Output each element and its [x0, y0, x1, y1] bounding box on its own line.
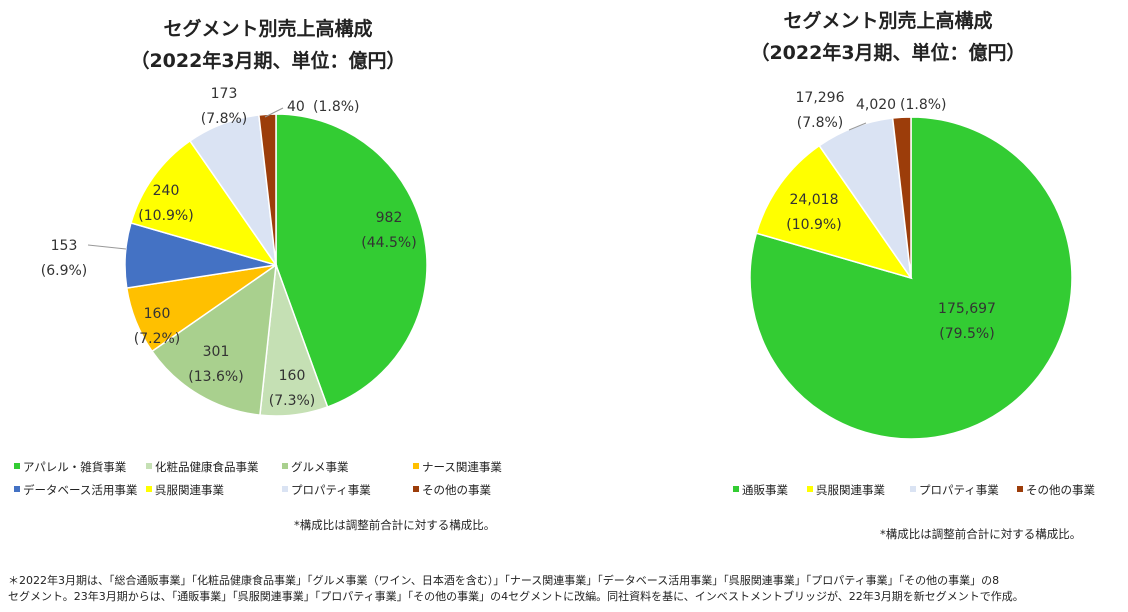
chart-subtitle-left: （2022年3月期、単位：億円） [130, 49, 405, 72]
legend-label-left-6: プロパティ事業 [291, 483, 371, 497]
data-labels-right: 175,697 (79.5%) 24,018 (10.9%) 17,296 (7… [786, 90, 996, 342]
data-label-value-right-2: 17,296 [796, 90, 845, 106]
legend-swatch-left-1 [146, 463, 152, 469]
footnote-left: *構成比は調整前合計に対する構成比。 [294, 518, 495, 532]
legend-left: アパレル・雑貨事業 化粧品健康食品事業 グルメ事業 ナース関連事業データベース活用事業… [14, 460, 502, 497]
data-label-pct-left-1: (7.3%) [269, 393, 316, 409]
legend-swatch-right-1 [807, 486, 813, 492]
legend-swatch-left-0 [14, 463, 20, 469]
legend-label-right-2: プロパティ事業 [919, 483, 999, 497]
pie-slice-right-3 [891, 116, 912, 279]
legend-label-right-1: 呉服関連事業 [816, 483, 885, 497]
data-label-value-left-6: 173 [211, 86, 238, 102]
data-label-value-left-2: 301 [203, 344, 230, 360]
bottom-note-line1: ＊2022年3月期は、「総合通販事業」「化粧品健康食品事業」「グルメ事業（ワイン… [8, 573, 999, 587]
data-label-value-right-0: 175,697 [938, 301, 996, 317]
data-label-pct-left-5: (10.9%) [138, 208, 193, 224]
data-label-pct-right-1: (10.9%) [786, 217, 841, 233]
data-label-pct-right-2: (7.8%) [797, 115, 844, 131]
data-label-value-left-5: 240 [153, 183, 180, 199]
legend-swatch-left-7 [413, 486, 419, 492]
pie-slice-left-5 [130, 139, 278, 267]
pie-slice-right-1 [755, 144, 913, 280]
leader-line-left-4 [87, 244, 127, 250]
pie-slice-left-7 [258, 113, 277, 266]
data-label-value-left-7: 40 [287, 99, 305, 115]
data-label-pct-left-4: (6.9%) [41, 263, 88, 279]
legend-swatch-right-2 [910, 486, 916, 492]
legend-swatch-left-6 [282, 486, 288, 492]
legend-swatch-right-0 [733, 486, 739, 492]
data-label-value-left-4: 153 [51, 238, 78, 254]
data-label-pct-left-3: (7.2%) [134, 331, 181, 347]
data-label-value-left-3: 160 [144, 306, 171, 322]
legend-label-right-0: 通販事業 [742, 483, 788, 497]
legend-label-left-2: グルメ事業 [291, 460, 349, 474]
pie-slices-left [124, 113, 428, 417]
chart-subtitle-right: （2022年3月期、単位：億円） [750, 41, 1025, 64]
pie-slices-right [749, 116, 1073, 440]
data-label-pct-left-0: (44.5%) [361, 235, 416, 251]
pie-chart-right: セグメント別売上高構成 （2022年3月期、単位：億円） 175,697 (79… [733, 9, 1095, 541]
data-label-value-right-1: 24,018 [790, 192, 839, 208]
leader-lines-right [848, 122, 867, 131]
data-label-value-left-0: 982 [376, 210, 403, 226]
data-label-value-left-1: 160 [279, 368, 306, 384]
leader-line-right-2 [848, 122, 867, 131]
data-label-pct-left-6: (7.8%) [201, 111, 248, 127]
pie-slice-left-0 [275, 113, 428, 408]
legend-label-left-1: 化粧品健康食品事業 [155, 460, 259, 474]
footnote-right: *構成比は調整前合計に対する構成比。 [880, 527, 1081, 541]
pie-slice-left-2 [151, 263, 277, 416]
data-label-pct-left-7: (1.8%) [313, 99, 360, 115]
legend-swatch-left-4 [14, 486, 20, 492]
legend-label-left-5: 呉服関連事業 [155, 483, 224, 497]
data-label-pct-right-3: (1.8%) [900, 97, 947, 113]
leader-line-left-7 [264, 107, 284, 118]
leader-lines-left [87, 107, 284, 250]
pie-chart-left: セグメント別売上高構成 （2022年3月期、単位：億円） 982 (44.5%)… [14, 17, 502, 532]
legend-label-left-3: ナース関連事業 [422, 460, 502, 474]
chart-title-right: セグメント別売上高構成 [783, 9, 992, 32]
data-labels-left: 982 (44.5%) 160 (7.3%) 301 (13.6%) 160 (… [41, 86, 417, 409]
data-label-value-right-3: 4,020 [856, 97, 896, 113]
bottom-note-line2: セグメント。23年3月期からは、「通販事業」「呉服関連事業」「プロパティ事業」「… [8, 589, 1024, 603]
data-label-pct-right-0: (79.5%) [939, 326, 994, 342]
legend-right: 通販事業 呉服関連事業 プロパティ事業 その他の事業 [733, 483, 1095, 497]
chart-title-left: セグメント別売上高構成 [163, 17, 372, 40]
legend-swatch-left-5 [146, 486, 152, 492]
legend-label-left-4: データベース活用事業 [23, 483, 138, 497]
data-label-pct-left-2: (13.6%) [188, 369, 243, 385]
legend-swatch-left-2 [282, 463, 288, 469]
legend-swatch-left-3 [413, 463, 419, 469]
legend-label-left-0: アパレル・雑貨事業 [23, 460, 127, 474]
legend-swatch-right-3 [1017, 486, 1023, 492]
legend-label-right-3: その他の事業 [1026, 483, 1095, 497]
legend-label-left-7: その他の事業 [422, 483, 491, 497]
